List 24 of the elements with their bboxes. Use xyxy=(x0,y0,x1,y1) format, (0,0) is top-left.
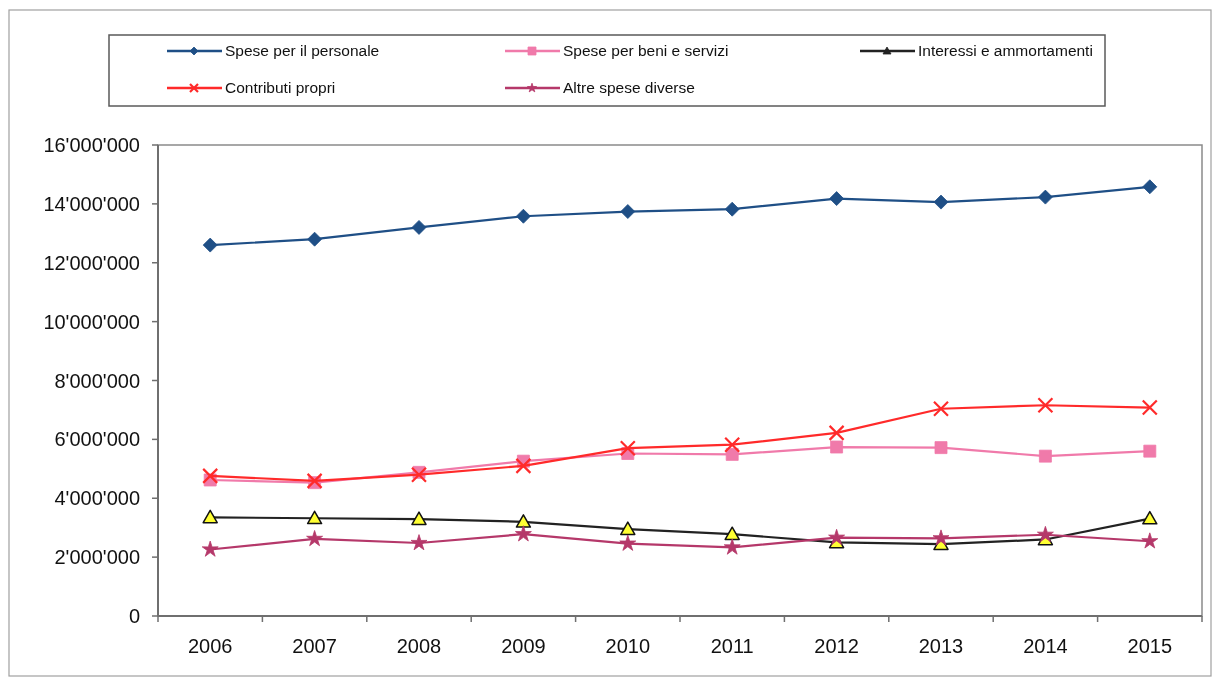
y-tick-label: 0 xyxy=(128,605,140,627)
y-tick-label: 10'000'000 xyxy=(43,310,140,333)
y-tick-label: 4'000'000 xyxy=(54,487,140,510)
legend-label: Spese per il personale xyxy=(225,42,380,60)
x-tick-label: 2015 xyxy=(1127,635,1173,657)
y-tick-label: 14'000'000 xyxy=(43,192,140,215)
x-tick-label: 2009 xyxy=(501,635,546,657)
x-tick-label: 2011 xyxy=(710,635,754,657)
legend-label: Spese per beni e servizi xyxy=(563,42,729,60)
x-tick-label: 2007 xyxy=(292,635,337,657)
legend-label: Altre spese diverse xyxy=(563,79,695,97)
y-tick-label: 16'000'000 xyxy=(43,134,140,156)
x-tick-label: 2013 xyxy=(918,635,964,657)
y-tick-label: 6'000'000 xyxy=(54,428,140,451)
y-tick-label: 12'000'000 xyxy=(43,251,140,274)
y-tick-label: 2'000'000 xyxy=(54,546,140,569)
legend-label: Interessi e ammortamenti xyxy=(918,42,1093,60)
legend-label: Contributi propri xyxy=(225,79,336,97)
x-tick-label: 2010 xyxy=(605,635,651,657)
x-tick-label: 2012 xyxy=(814,635,859,657)
x-tick-label: 2014 xyxy=(1023,635,1068,657)
y-tick-label: 8'000'000 xyxy=(54,369,140,392)
x-tick-label: 2008 xyxy=(396,635,442,657)
x-tick-label: 2006 xyxy=(187,635,233,657)
